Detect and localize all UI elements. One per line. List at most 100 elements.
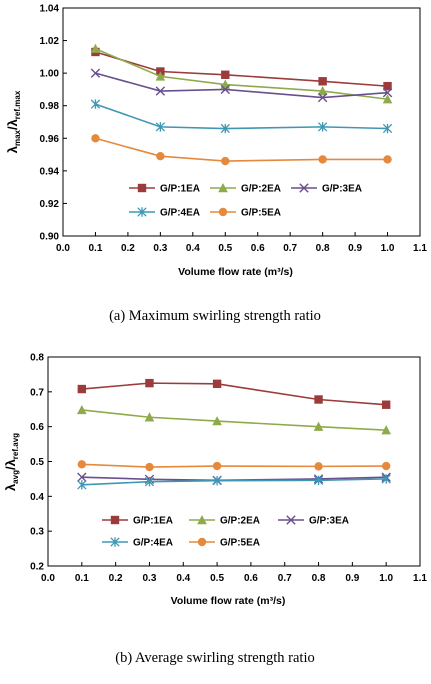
legend-marker — [110, 537, 120, 547]
data-point — [313, 421, 324, 431]
legend-item: G/P:1EA — [129, 184, 200, 195]
series-line — [81, 409, 387, 431]
data-point — [221, 156, 230, 166]
legend-marker — [218, 207, 228, 217]
series-g-p-4ea — [90, 99, 393, 134]
series-line — [81, 382, 387, 406]
y-axis-label: λavg/λref.avg — [3, 433, 20, 491]
series-g-p-2ea — [90, 43, 393, 104]
data-point — [77, 480, 87, 490]
data-point — [383, 155, 392, 164]
data-point — [90, 99, 101, 109]
x-tick-label: 0.7 — [278, 573, 292, 584]
data-point — [220, 84, 230, 95]
y-tick-label: 0.92 — [40, 199, 60, 210]
legend-marker — [137, 183, 147, 193]
data-point — [317, 86, 328, 96]
x-tick-label: 0.2 — [109, 573, 123, 584]
data-point — [90, 43, 101, 53]
legend-marker — [286, 515, 296, 525]
legend-marker — [110, 515, 120, 525]
x-tick-label: 1.1 — [413, 243, 427, 254]
y-tick-label: 0.6 — [30, 422, 44, 433]
data-point — [381, 474, 391, 484]
data-point — [382, 123, 393, 134]
legend-marker — [218, 183, 228, 193]
data-point — [383, 81, 392, 91]
figure-caption: (a) Maximum swirling strength ratio — [109, 308, 321, 324]
x-tick-label: 0.7 — [283, 243, 297, 254]
y-tick-label: 0.3 — [30, 527, 44, 538]
x-tick-label: 0.8 — [316, 243, 330, 254]
legend-item: G/P:3EA — [291, 183, 362, 195]
y-tick-label: 0.8 — [30, 353, 44, 364]
x-tick-label: 0.3 — [143, 573, 157, 584]
x-tick-label: 1.0 — [379, 573, 393, 584]
series-g-p-2ea — [77, 404, 391, 435]
y-label-symbol: λ — [5, 145, 20, 153]
legend-marker — [299, 183, 309, 193]
series-line — [95, 103, 388, 130]
data-point — [156, 152, 165, 161]
y-tick-label: 0.2 — [30, 562, 44, 573]
chart-a: 0.90 0.92 0.94 0.96 0.98 1.00 1.02 1.04 0.0 0.1 0.… — [5, 4, 427, 325]
legend-label: G/P:3EA — [309, 516, 349, 527]
y-tick-label: 0.7 — [30, 387, 44, 398]
data-point — [155, 122, 166, 132]
series-line — [81, 463, 387, 468]
x-tick-label: 0.0 — [41, 573, 55, 584]
series-line — [95, 47, 388, 100]
x-tick-label: 0.9 — [345, 573, 359, 584]
data-point — [382, 94, 393, 104]
series-g-p-1ea — [77, 378, 391, 409]
data-point — [145, 462, 154, 472]
legend-item: G/P:5EA — [210, 208, 281, 219]
legend-label: G/P:1EA — [160, 184, 200, 195]
legend-marker — [197, 537, 207, 547]
x-tick-label: 0.9 — [348, 243, 362, 254]
x-tick-label: 1.0 — [381, 243, 395, 254]
data-point — [318, 155, 327, 164]
x-tick-label: 0.5 — [210, 573, 224, 584]
plot-frame — [47, 356, 421, 567]
y-tick-label: 0.94 — [40, 166, 60, 177]
x-tick-label: 0.5 — [218, 243, 232, 254]
data-point — [212, 461, 222, 471]
data-point — [144, 412, 155, 422]
x-tick-label: 0.1 — [89, 243, 103, 254]
y-label-subscript: avg — [11, 470, 20, 484]
legend-item: G/P:5EA — [189, 538, 260, 549]
legend-item: G/P:1EA — [102, 516, 173, 527]
legend-label: G/P:1EA — [133, 516, 173, 527]
legend-label: G/P:3EA — [322, 184, 362, 195]
data-point — [77, 384, 87, 394]
legend: G/P:1EA G/P:2EA G/P:3EA G/P:4EA G/P:5EA — [129, 183, 362, 219]
data-point — [313, 475, 324, 486]
data-point — [212, 379, 222, 389]
y-tick-label: 0.98 — [40, 101, 60, 112]
legend-item: G/P:4EA — [129, 207, 200, 219]
data-point — [77, 460, 87, 469]
series-line — [95, 51, 388, 87]
y-tick-label: 1.04 — [40, 4, 60, 15]
data-point — [77, 472, 87, 482]
y-label-subscript: ref.max — [13, 90, 22, 119]
y-label-subscript: ref.avg — [11, 433, 20, 459]
data-point — [314, 395, 323, 404]
data-point — [155, 86, 166, 96]
data-point — [77, 404, 87, 415]
x-tick-label: 0.3 — [153, 243, 167, 254]
legend-label: G/P:4EA — [160, 208, 200, 219]
y-label-symbol: λ — [3, 483, 18, 491]
y-axis-label: λmax/λref.max — [5, 90, 22, 153]
x-tick-label: 0.4 — [176, 573, 190, 584]
legend-marker — [197, 515, 207, 525]
data-point — [212, 416, 222, 426]
figure-caption: (b) Average swirling strength ratio — [115, 650, 314, 666]
data-point — [220, 123, 230, 134]
series-g-p-3ea — [90, 68, 393, 103]
data-point — [212, 475, 222, 486]
chart-b: 0.2 0.3 0.4 0.5 0.6 0.7 0.8 0.0 0.1 0.2 0.3 0.4 0.5 0… — [3, 353, 427, 667]
series-line — [81, 478, 387, 486]
